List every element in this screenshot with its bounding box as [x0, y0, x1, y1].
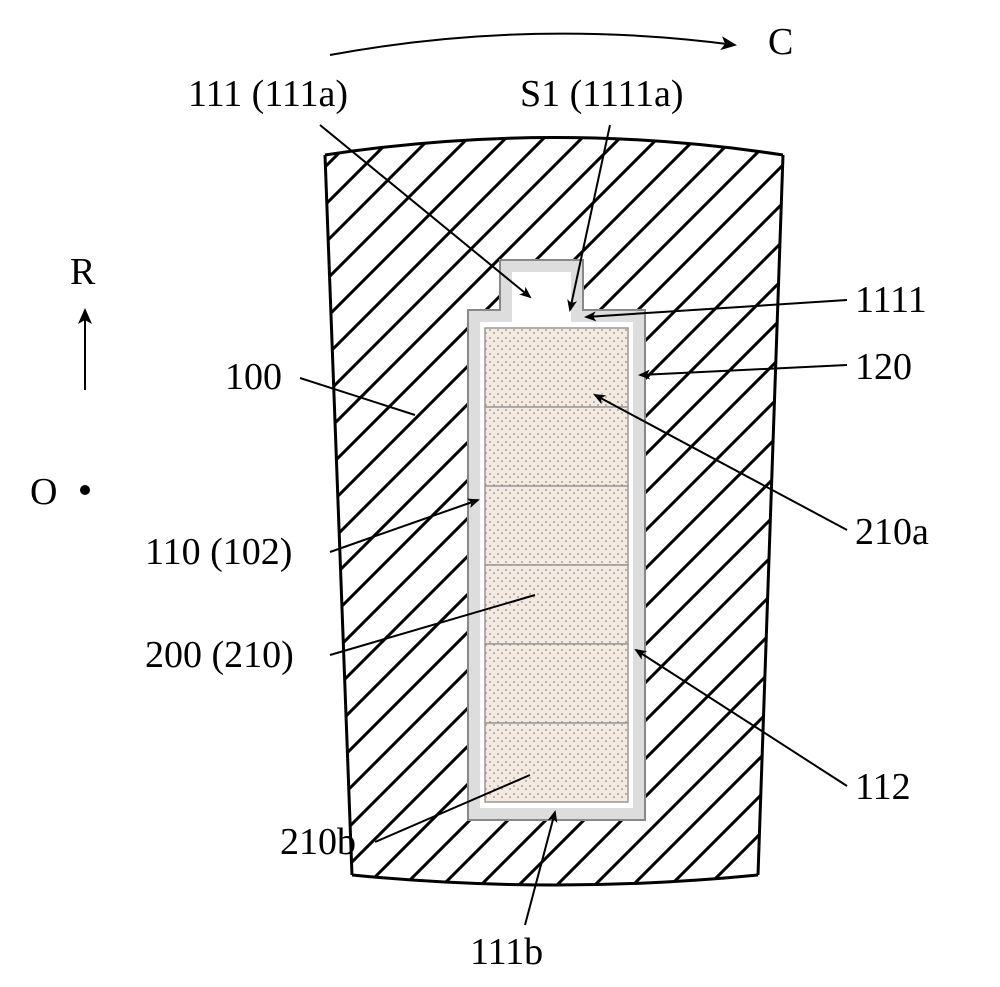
- callout-112: 112: [855, 765, 911, 809]
- axis-C-label: C: [768, 20, 793, 64]
- callout-1111: 1111: [855, 278, 927, 322]
- callout-111_111a: 111 (111a): [188, 72, 348, 116]
- axis-R-label: R: [70, 250, 95, 294]
- callout-110_102: 110 (102): [145, 530, 292, 574]
- axis-O-label: O: [30, 470, 57, 514]
- magnet-stack: [485, 328, 628, 802]
- callout-S1_1111a: S1 (1111a): [520, 72, 684, 116]
- callout-210b: 210b: [280, 820, 356, 864]
- callout-200_210: 200 (210): [145, 633, 294, 677]
- callout-120: 120: [855, 345, 912, 389]
- callout-210a: 210a: [855, 510, 929, 554]
- diagram-canvas: [0, 0, 1000, 987]
- callout-100: 100: [225, 355, 282, 399]
- callout-111b: 111b: [470, 930, 543, 974]
